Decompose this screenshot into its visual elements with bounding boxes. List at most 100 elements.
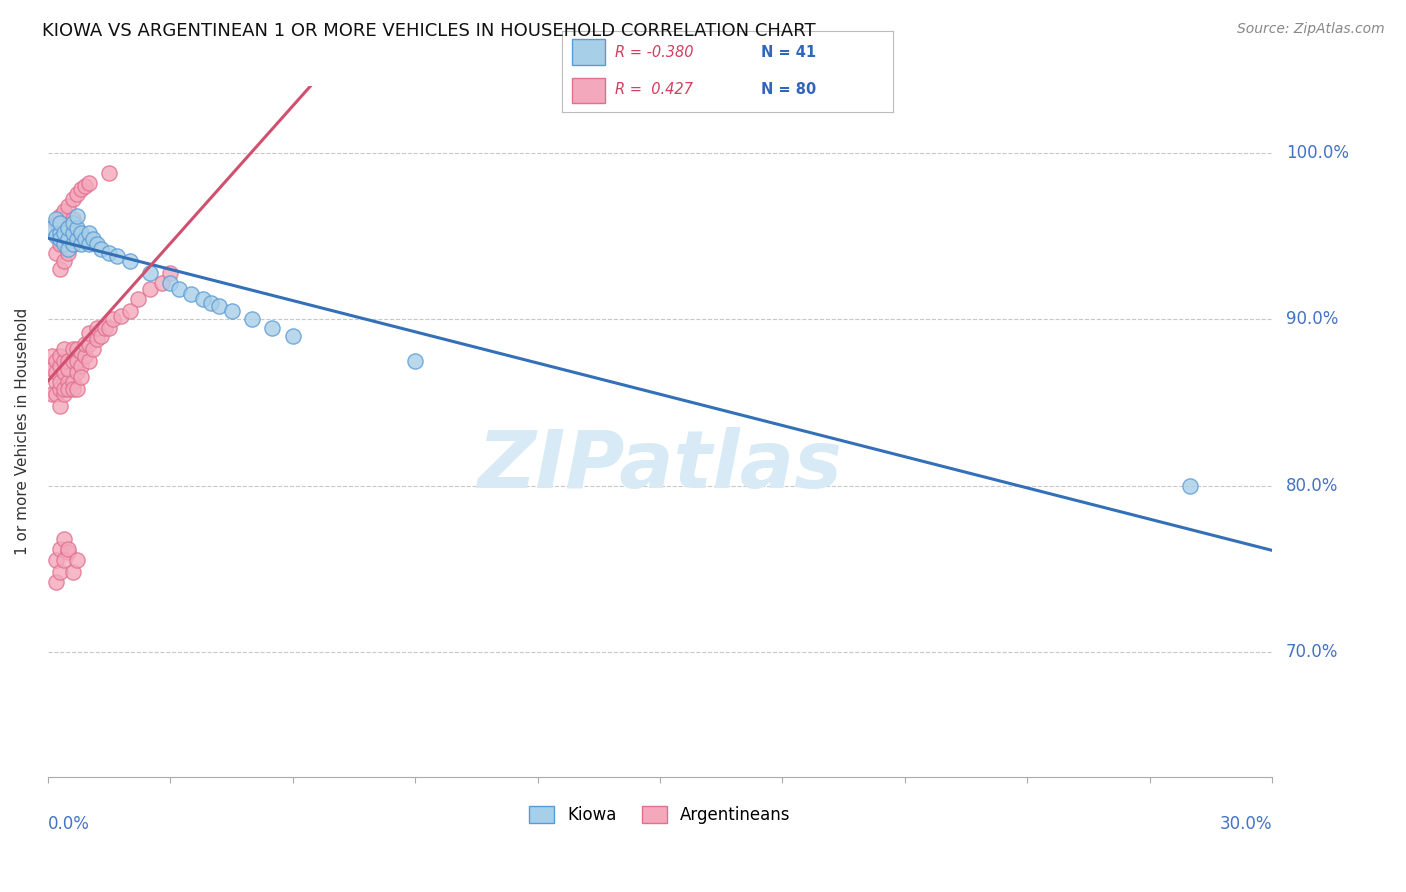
Point xyxy=(49,382,72,396)
Point xyxy=(62,353,84,368)
Point xyxy=(62,376,84,390)
Text: R = -0.380: R = -0.380 xyxy=(616,45,693,61)
Point xyxy=(58,545,80,559)
Point xyxy=(53,226,76,240)
Point xyxy=(98,320,121,334)
Point xyxy=(58,199,80,213)
Point xyxy=(69,359,91,373)
Point xyxy=(69,182,91,196)
Text: 90.0%: 90.0% xyxy=(1286,310,1339,328)
Point xyxy=(53,387,76,401)
Point xyxy=(139,266,162,280)
Point xyxy=(159,276,181,290)
Point xyxy=(281,329,304,343)
Point xyxy=(58,382,80,396)
Point xyxy=(49,209,72,223)
Text: ZIPatlas: ZIPatlas xyxy=(478,427,842,505)
Point xyxy=(53,553,76,567)
Point xyxy=(98,245,121,260)
Point xyxy=(65,553,87,567)
Point xyxy=(58,220,80,235)
Point xyxy=(167,282,190,296)
Point xyxy=(53,342,76,356)
Point xyxy=(110,309,132,323)
Point xyxy=(200,295,222,310)
Point xyxy=(49,376,72,390)
Point xyxy=(53,366,76,380)
Point xyxy=(45,353,67,368)
Point xyxy=(49,541,72,556)
Point xyxy=(41,387,63,401)
Point xyxy=(82,342,104,356)
Point xyxy=(139,282,162,296)
Point xyxy=(62,237,84,252)
Text: 70.0%: 70.0% xyxy=(1286,643,1339,661)
Point xyxy=(53,229,76,244)
Point xyxy=(77,176,100,190)
Point xyxy=(191,292,214,306)
Point xyxy=(58,232,80,246)
Point xyxy=(94,320,117,334)
Point xyxy=(221,304,243,318)
Point xyxy=(58,362,80,376)
Text: Source: ZipAtlas.com: Source: ZipAtlas.com xyxy=(1237,22,1385,37)
Point xyxy=(82,232,104,246)
Point xyxy=(65,187,87,202)
Point xyxy=(65,232,87,246)
Point xyxy=(65,220,87,235)
Point xyxy=(69,226,91,240)
Point xyxy=(1180,478,1202,492)
Point xyxy=(65,209,87,223)
Legend: Kiowa, Argentineans: Kiowa, Argentineans xyxy=(523,799,797,830)
Point xyxy=(45,229,67,244)
Bar xyxy=(572,78,606,103)
Point xyxy=(53,532,76,546)
Text: 0.0%: 0.0% xyxy=(48,814,90,832)
Point xyxy=(107,249,129,263)
Point xyxy=(49,349,72,363)
Point xyxy=(73,232,96,246)
Point xyxy=(208,299,231,313)
Point xyxy=(77,226,100,240)
Point xyxy=(73,349,96,363)
Point xyxy=(62,212,84,227)
Point xyxy=(53,237,76,252)
Point xyxy=(240,312,263,326)
Point xyxy=(65,353,87,368)
Point xyxy=(77,237,100,252)
Point xyxy=(262,320,284,334)
Point xyxy=(73,179,96,194)
Point xyxy=(49,359,72,373)
Point xyxy=(49,565,72,579)
Point xyxy=(150,276,173,290)
Point xyxy=(103,312,125,326)
Point xyxy=(45,212,67,227)
Point xyxy=(62,565,84,579)
Point xyxy=(49,399,72,413)
Point xyxy=(49,237,72,252)
Point xyxy=(45,366,67,380)
Point xyxy=(53,204,76,219)
Point xyxy=(41,220,63,235)
Text: KIOWA VS ARGENTINEAN 1 OR MORE VEHICLES IN HOUSEHOLD CORRELATION CHART: KIOWA VS ARGENTINEAN 1 OR MORE VEHICLES … xyxy=(42,22,815,40)
Point xyxy=(69,370,91,384)
Y-axis label: 1 or more Vehicles in Household: 1 or more Vehicles in Household xyxy=(15,308,30,555)
Point xyxy=(62,237,84,252)
Text: R =  0.427: R = 0.427 xyxy=(616,82,693,97)
Text: 30.0%: 30.0% xyxy=(1219,814,1272,832)
Point xyxy=(53,353,76,368)
Point xyxy=(404,353,426,368)
Point xyxy=(58,541,80,556)
Text: N = 80: N = 80 xyxy=(761,82,815,97)
Point xyxy=(58,243,80,257)
Point xyxy=(86,332,108,346)
Point xyxy=(53,382,76,396)
Point xyxy=(65,382,87,396)
Point xyxy=(49,262,72,277)
Point xyxy=(45,553,67,567)
Point xyxy=(77,326,100,340)
Point xyxy=(86,237,108,252)
Point xyxy=(118,254,141,268)
Point xyxy=(49,232,72,246)
Point xyxy=(77,353,100,368)
